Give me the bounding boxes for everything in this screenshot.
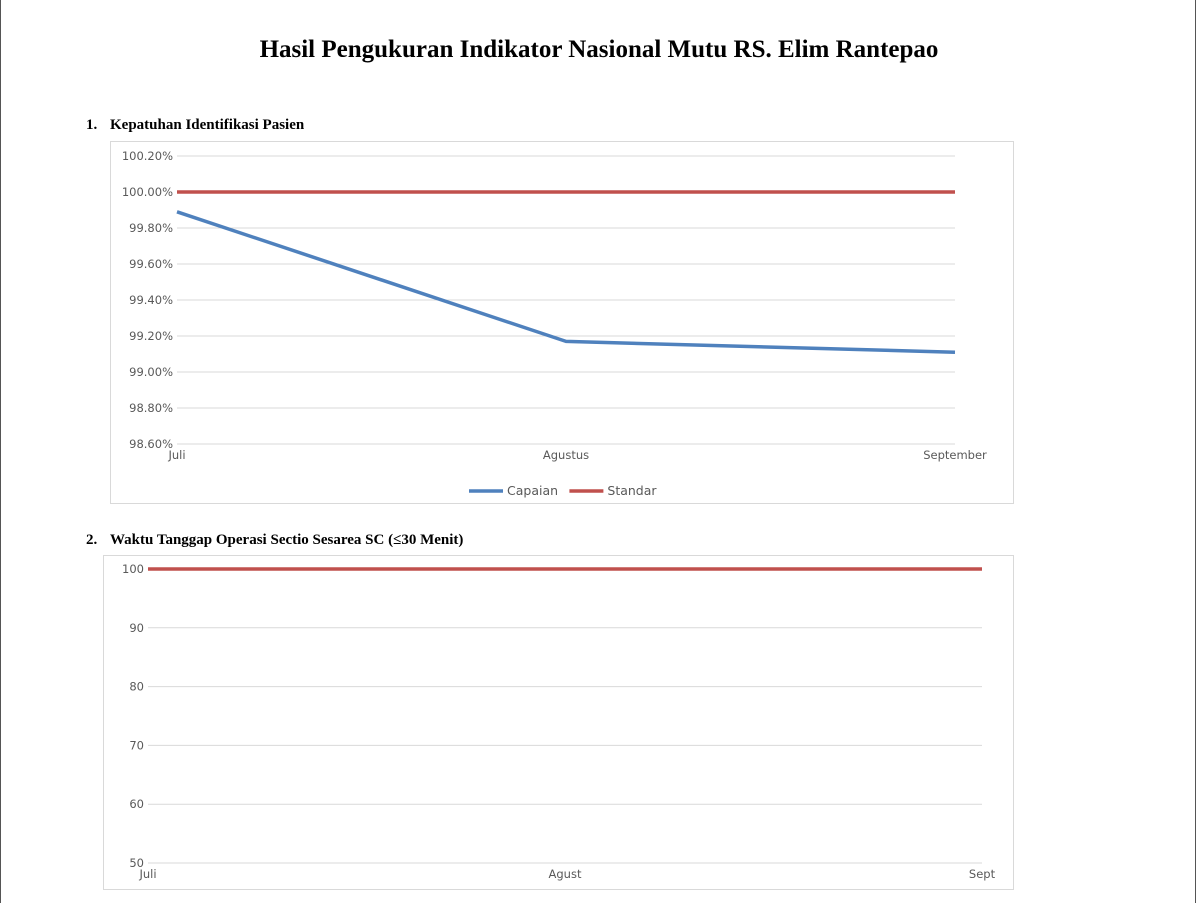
chart-kepatuhan-identifikasi: 100.20% 100.00% 99.80% 99.60% 99.40% 99.20% 99… xyxy=(110,141,1014,504)
capaian-line xyxy=(176,210,956,354)
section-title: Waktu Tanggap Operasi Sectio Sesarea SC … xyxy=(110,532,464,548)
y-tick-label: 60 xyxy=(129,797,144,811)
y-tick-label: 70 xyxy=(129,738,144,752)
x-tick-label: Juli xyxy=(167,448,185,462)
section-title: Kepatuhan Identifikasi Pasien xyxy=(110,117,305,133)
x-tick-label: Juli xyxy=(138,867,156,881)
y-tick-label: 99.00% xyxy=(129,365,173,379)
section-number: 1. xyxy=(86,117,98,133)
y-tick-label: 100.00% xyxy=(122,185,173,199)
chart-waktu-tanggap-sc: 100 90 80 70 60 50 Juli Agust Sept xyxy=(103,555,1014,890)
x-tick-label: Agustus xyxy=(543,448,589,462)
x-tick-label: September xyxy=(923,448,987,462)
document-title: Hasil Pengukuran Indikator Nasional Mutu… xyxy=(259,36,939,63)
section-number: 2. xyxy=(86,532,98,548)
section-heading-2: 2. Waktu Tanggap Operasi Sectio Sesarea S… xyxy=(86,532,463,549)
y-tick-label: 80 xyxy=(129,680,144,694)
y-tick-label: 98.60% xyxy=(129,437,173,451)
x-tick-label: Sept xyxy=(969,867,996,881)
y-tick-label: 100.20% xyxy=(122,149,173,163)
y-tick-label: 50 xyxy=(129,856,144,870)
y-tick-label: 99.80% xyxy=(129,221,173,235)
y-tick-label: 99.20% xyxy=(129,329,173,343)
y-tick-label: 100 xyxy=(122,562,144,576)
x-tick-label: Agust xyxy=(549,867,582,881)
chart-1-svg: 100.20% 100.00% 99.80% 99.60% 99.40% 99.20% 99… xyxy=(122,149,987,498)
section-heading-1: 1. Kepatuhan Identifikasi Pasien xyxy=(86,117,304,134)
y-tick-label: 90 xyxy=(129,621,144,635)
legend-label: Capaian xyxy=(507,483,558,498)
legend-label: Standar xyxy=(607,483,657,498)
y-tick-label: 99.60% xyxy=(129,257,173,271)
y-tick-label: 99.40% xyxy=(129,293,173,307)
y-tick-label: 98.80% xyxy=(129,401,173,415)
